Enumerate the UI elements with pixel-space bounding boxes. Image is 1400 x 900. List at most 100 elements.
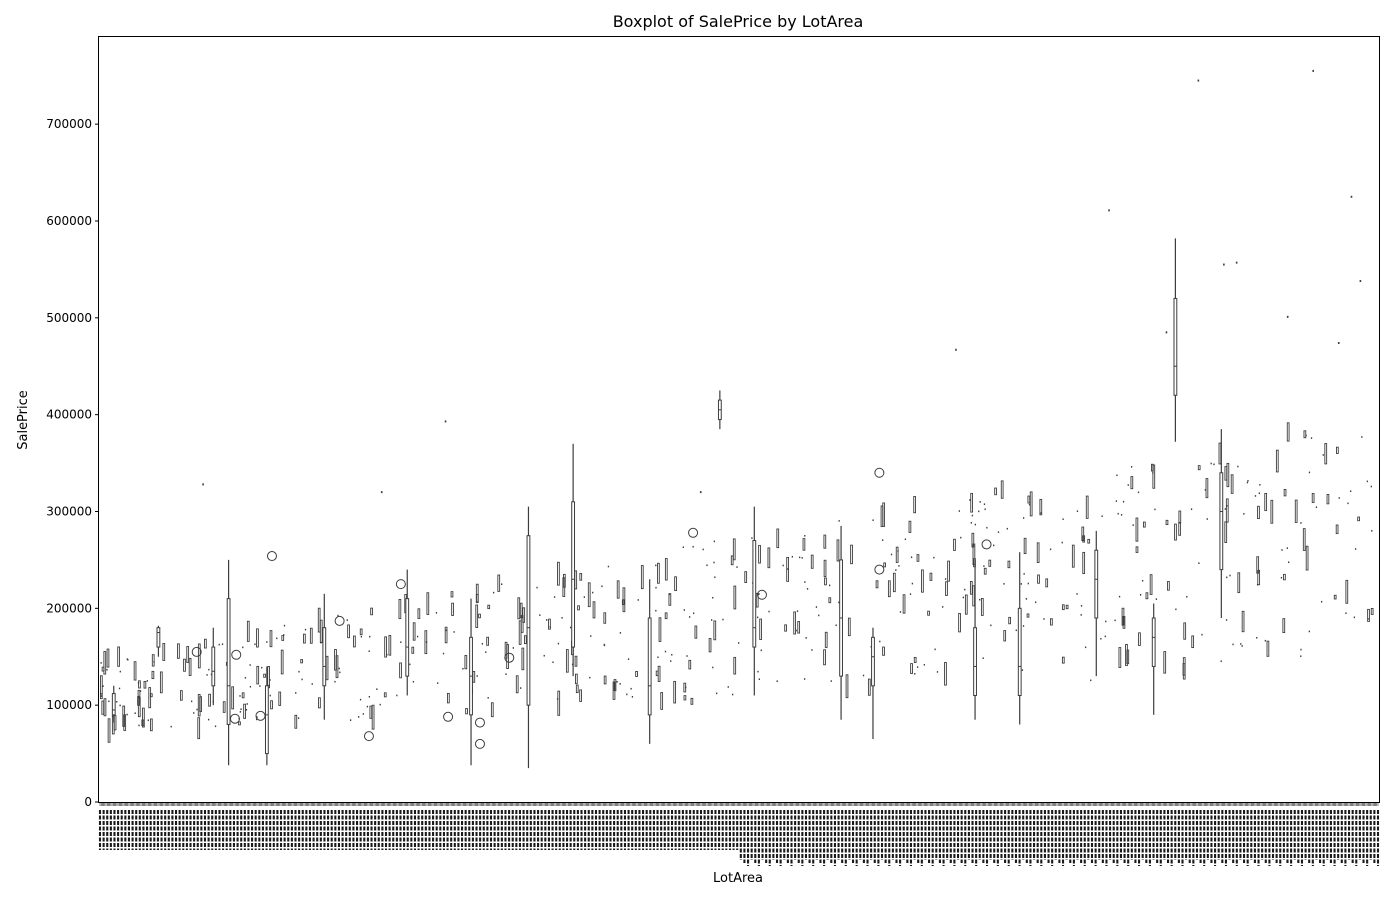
y-tick-label: 500000 bbox=[46, 311, 92, 325]
single-obs bbox=[119, 704, 121, 707]
box-glyph bbox=[264, 666, 269, 766]
mini-box bbox=[243, 703, 246, 719]
mini-box bbox=[446, 692, 450, 704]
single-obs bbox=[283, 624, 286, 627]
mini-box bbox=[1082, 535, 1086, 543]
single-obs bbox=[1254, 495, 1257, 497]
single-obs bbox=[334, 680, 336, 683]
single-obs bbox=[362, 713, 365, 715]
box-glyph bbox=[839, 526, 843, 720]
single-obs bbox=[255, 718, 258, 721]
mini-box bbox=[622, 587, 626, 613]
mini-box bbox=[557, 561, 560, 586]
mini-box bbox=[640, 565, 644, 590]
single-obs bbox=[1155, 598, 1158, 600]
isolated-obs bbox=[1312, 69, 1314, 72]
single-obs bbox=[909, 593, 912, 595]
single-obs bbox=[722, 618, 724, 621]
single-obs bbox=[982, 657, 984, 659]
single-obs bbox=[1281, 549, 1283, 551]
outlier-marker bbox=[474, 738, 485, 749]
mini-box bbox=[786, 556, 789, 582]
single-obs bbox=[936, 671, 939, 673]
mini-box bbox=[426, 592, 430, 615]
single-obs bbox=[1308, 630, 1310, 633]
outlier-marker bbox=[874, 467, 885, 478]
isolated-obs bbox=[1165, 331, 1168, 334]
mini-box bbox=[910, 663, 913, 674]
single-obs bbox=[239, 711, 242, 713]
single-obs bbox=[1320, 600, 1323, 603]
mini-box bbox=[603, 612, 607, 624]
single-obs bbox=[978, 510, 980, 513]
single-obs bbox=[1130, 466, 1133, 468]
single-obs bbox=[1310, 437, 1313, 439]
single-obs bbox=[736, 566, 738, 568]
mini-box bbox=[1008, 616, 1011, 625]
mini-box bbox=[1275, 449, 1279, 473]
mini-box bbox=[1087, 538, 1091, 544]
single-obs bbox=[630, 687, 632, 690]
mini-box bbox=[1125, 643, 1128, 667]
y-axis: 0 100000 200000 300000 400000 500000 600000 700… bbox=[46, 117, 99, 809]
mini-box bbox=[1197, 465, 1201, 471]
single-obs bbox=[716, 692, 718, 695]
isolated-obs bbox=[1197, 79, 1200, 82]
mini-box bbox=[945, 581, 948, 596]
mini-box bbox=[1183, 622, 1187, 640]
single-obs bbox=[553, 596, 556, 598]
single-obs bbox=[760, 649, 762, 652]
box-glyph bbox=[322, 593, 327, 720]
single-obs bbox=[655, 609, 657, 612]
mini-box bbox=[994, 487, 997, 496]
mini-box bbox=[450, 591, 454, 598]
mini-box bbox=[1264, 492, 1268, 512]
mini-box bbox=[411, 646, 415, 654]
single-obs bbox=[539, 614, 541, 616]
single-obs bbox=[603, 643, 605, 646]
mini-box bbox=[246, 620, 250, 642]
outlier-marker bbox=[229, 713, 240, 724]
mini-box bbox=[101, 666, 105, 672]
single-obs bbox=[828, 584, 831, 587]
single-obs bbox=[1210, 462, 1212, 465]
single-obs bbox=[1224, 508, 1226, 510]
single-obs bbox=[923, 663, 925, 666]
single-obs bbox=[337, 614, 339, 617]
mini-box bbox=[197, 717, 201, 740]
single-obs bbox=[1021, 669, 1024, 671]
x-tick-labels-overlapping bbox=[98, 810, 1380, 866]
single-obs bbox=[1264, 639, 1267, 642]
single-obs bbox=[983, 503, 986, 505]
single-obs bbox=[366, 705, 369, 708]
x-ticks bbox=[99, 802, 1379, 806]
isolated-obs bbox=[380, 491, 383, 494]
mini-box bbox=[518, 620, 522, 645]
single-obs bbox=[1256, 636, 1258, 639]
single-obs bbox=[838, 520, 840, 522]
mini-box bbox=[103, 651, 107, 675]
single-obs bbox=[100, 662, 102, 664]
mini-box bbox=[1205, 478, 1209, 499]
mini-box bbox=[1037, 574, 1040, 584]
y-tick-label: 100000 bbox=[46, 698, 92, 712]
single-obs bbox=[713, 540, 715, 543]
single-obs bbox=[601, 585, 603, 588]
single-obs bbox=[712, 596, 714, 599]
single-obs bbox=[561, 617, 563, 619]
box-iqr bbox=[871, 636, 875, 687]
outlier-marker bbox=[231, 649, 242, 660]
single-obs bbox=[1152, 472, 1154, 474]
single-obs bbox=[1043, 618, 1045, 620]
mini-box bbox=[1007, 560, 1011, 569]
minor-boxes bbox=[99, 422, 1374, 743]
mini-box bbox=[1370, 608, 1374, 615]
single-obs bbox=[1286, 547, 1289, 549]
box-glyph bbox=[1094, 530, 1099, 677]
mini-box bbox=[222, 701, 226, 713]
box-glyph bbox=[469, 598, 473, 766]
mini-box bbox=[399, 662, 402, 679]
single-obs bbox=[997, 531, 1000, 533]
single-obs bbox=[811, 649, 813, 651]
mini-box bbox=[188, 657, 192, 676]
